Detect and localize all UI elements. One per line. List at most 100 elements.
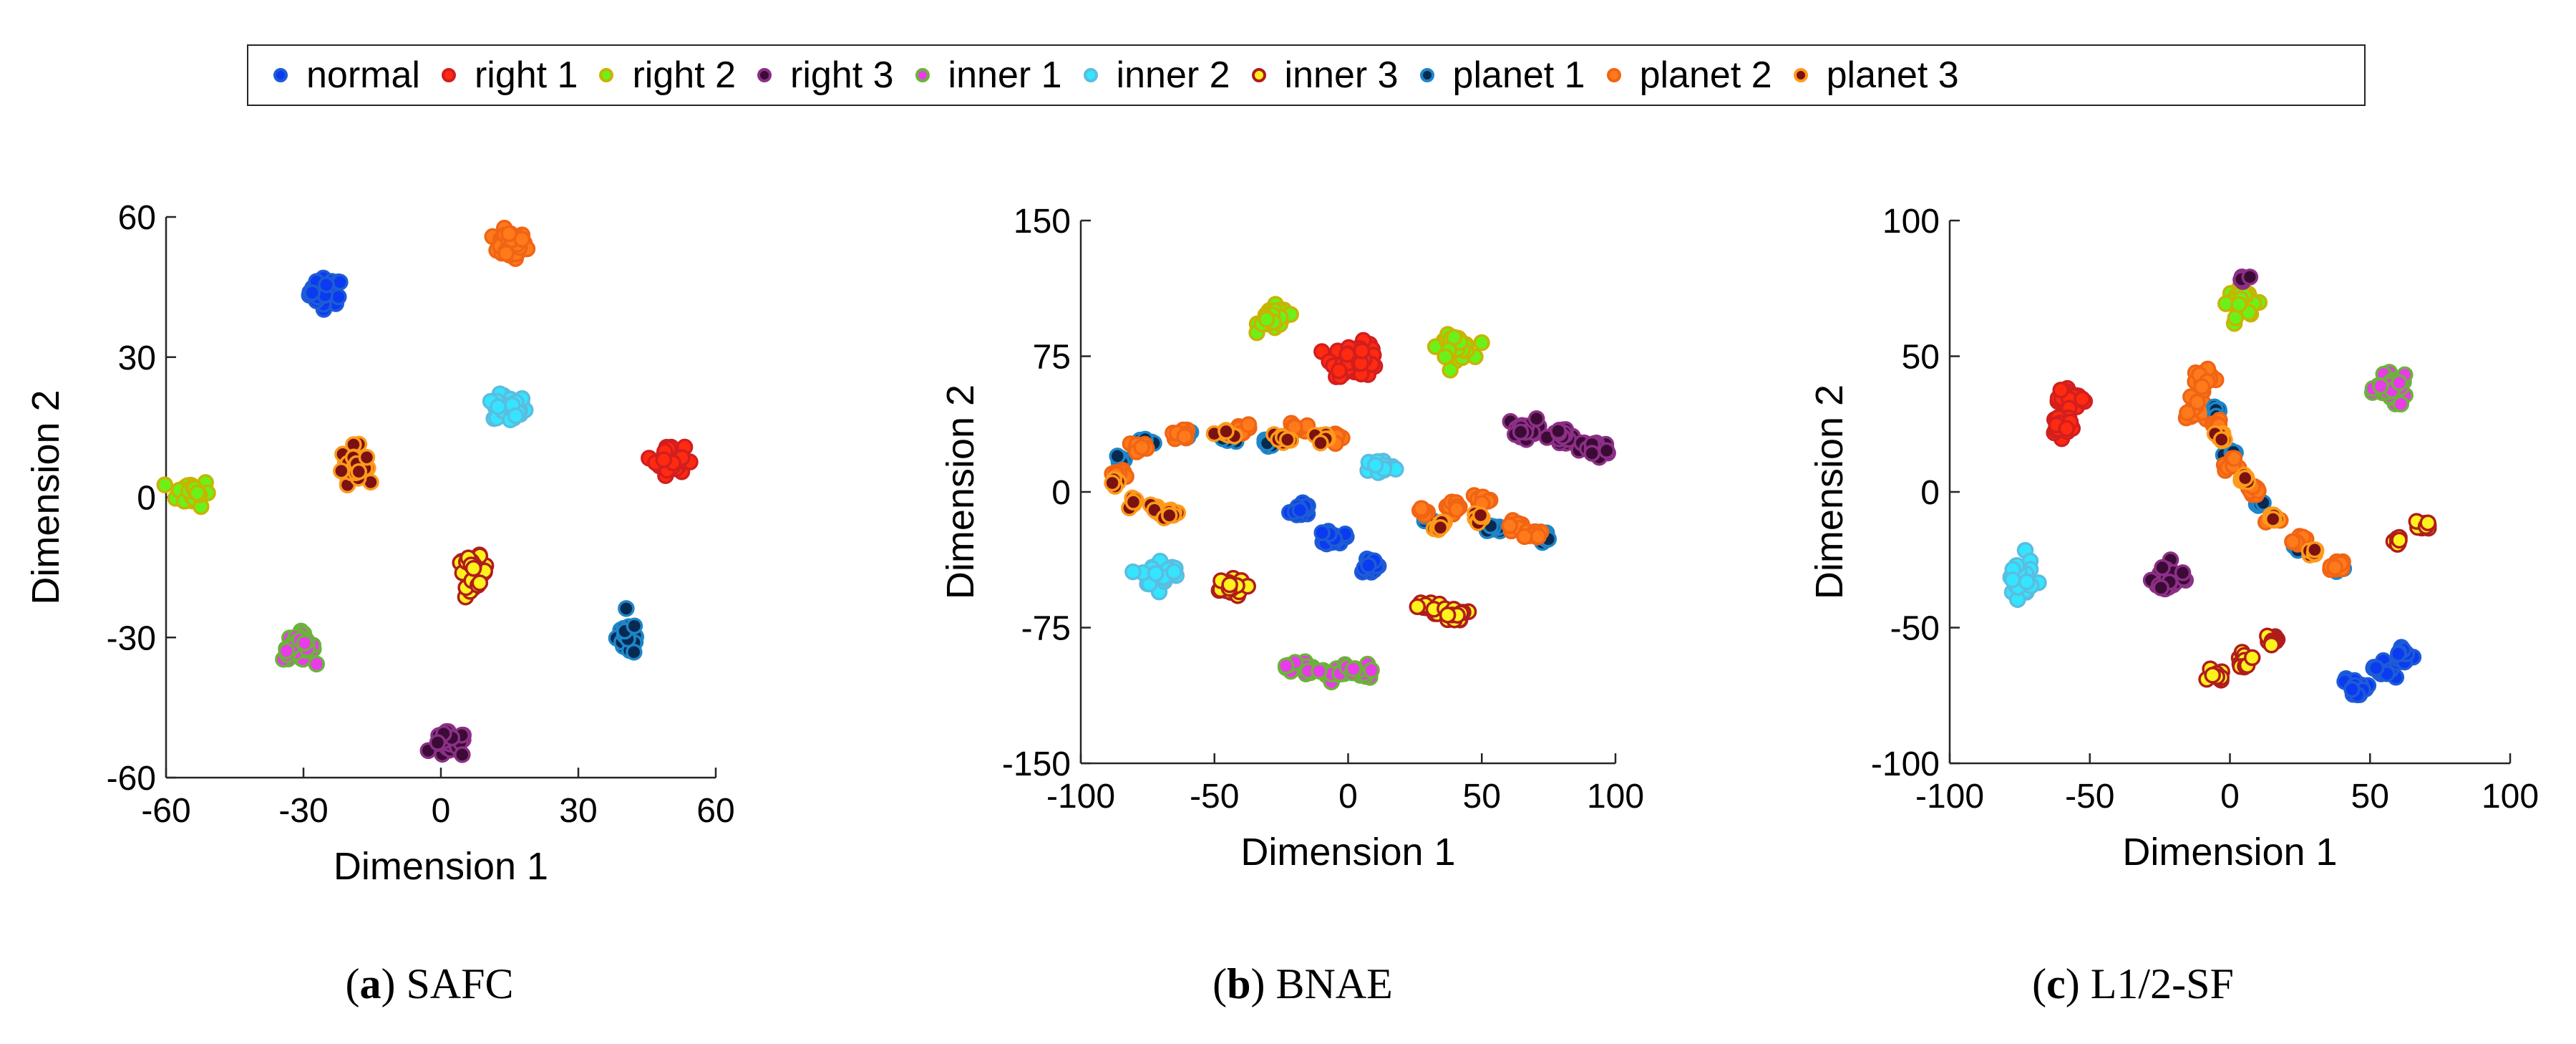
data-point: [2174, 564, 2192, 581]
cluster-planet-2: [1104, 415, 1550, 546]
data-point: [465, 560, 482, 577]
data-point: [2392, 395, 2410, 413]
legend-marker-icon: [1083, 68, 1098, 82]
legend-marker-icon: [441, 68, 456, 82]
data-point: [500, 225, 517, 243]
data-point: [2326, 559, 2343, 576]
cluster-planet-3: [333, 435, 379, 494]
data-point: [2193, 378, 2211, 395]
data-point: [471, 574, 489, 591]
cluster-planet-1: [608, 600, 645, 661]
legend-item: normal: [273, 54, 420, 97]
legend-item: right 1: [441, 54, 578, 97]
data-point: [303, 284, 321, 301]
cluster-normal: [1281, 494, 1387, 581]
cluster-inner-2: [1124, 552, 1185, 601]
data-point: [618, 600, 635, 617]
y-tick-label: 0: [1051, 474, 1071, 512]
cluster-inner-3: [1210, 569, 1256, 604]
data-point: [1439, 606, 1457, 624]
y-tick-label: 0: [137, 480, 156, 518]
y-tick-label: 0: [1920, 474, 1940, 512]
caption-a: (a) SAFC: [345, 960, 514, 1007]
data-point: [2189, 393, 2206, 411]
data-point: [358, 448, 376, 466]
data-point: [1165, 563, 1182, 581]
chart-panel-a: -60 -30 0 30 60 -60 -30 0 30 60 Dimension 1 Dimensi…: [24, 199, 735, 888]
data-point: [1412, 500, 1430, 517]
x-tick-label: -100: [1046, 778, 1115, 816]
data-point: [2018, 573, 2036, 591]
legend-label: inner 2: [1116, 54, 1230, 96]
chart-panel-c: -100 -50 0 50 100 -100 -50 0 50 100 Dimension 1 Dim…: [1808, 203, 2539, 874]
x-tick-label: 50: [2351, 778, 2389, 816]
y-tick-label: 30: [118, 339, 156, 377]
legend-label: right 3: [790, 54, 894, 96]
cluster-right-2: [156, 474, 216, 516]
y-tick-label: -60: [107, 760, 156, 798]
x-tick-label: -100: [1915, 778, 1984, 816]
data-point: [1109, 448, 1126, 465]
data-point: [330, 288, 347, 306]
data-point: [2243, 649, 2261, 667]
cluster-inner-1: [275, 622, 325, 673]
data-point: [497, 245, 515, 262]
data-point: [1437, 348, 1454, 365]
data-point: [1311, 662, 1328, 680]
data-point: [1258, 311, 1275, 328]
cluster-planet-1: [2206, 398, 2353, 580]
legend-marker-icon: [915, 68, 930, 82]
data-point: [156, 476, 174, 493]
x-tick-label: 0: [2220, 778, 2240, 816]
data-point: [1445, 329, 1463, 346]
cluster-inner-2: [1359, 453, 1404, 481]
cluster-inner-3: [1409, 594, 1477, 629]
data-point: [2391, 531, 2408, 549]
data-point: [333, 462, 350, 480]
y-axis-label: Dimension 2: [24, 390, 67, 604]
data-point: [350, 463, 368, 480]
cluster-inner-1: [2363, 364, 2414, 413]
y-tick-label: 60: [118, 199, 156, 237]
data-point: [1291, 501, 1309, 519]
data-point: [2074, 390, 2091, 407]
data-point: [1345, 660, 1362, 677]
data-point: [2419, 514, 2436, 531]
data-point: [2372, 377, 2389, 395]
cluster-inner-1: [1277, 653, 1380, 691]
x-tick-label: 0: [432, 792, 451, 830]
data-point: [1313, 524, 1331, 541]
cluster-inner-2: [482, 385, 534, 429]
y-tick-label: 50: [1902, 339, 1940, 377]
cluster-planet-3: [2206, 425, 2325, 564]
legend-label: right 1: [474, 54, 578, 96]
data-point: [1409, 598, 1426, 616]
data-point: [1366, 457, 1384, 474]
legend-marker-icon: [1419, 68, 1434, 82]
data-point: [429, 734, 447, 751]
data-point: [2306, 541, 2323, 559]
data-point: [1279, 431, 1296, 448]
y-tick-label: -30: [107, 619, 156, 657]
data-point: [626, 617, 643, 634]
x-tick-label: 0: [1338, 778, 1358, 816]
data-point: [1360, 556, 1377, 574]
legend-item: inner 1: [915, 54, 1062, 97]
x-tick-label: 100: [1587, 778, 1644, 816]
cluster-right-1: [1313, 332, 1384, 385]
x-tick-label: 100: [2482, 778, 2539, 816]
cluster-inner-3: [452, 546, 495, 606]
cluster-inner-3: [2198, 627, 2286, 689]
legend-item: planet 1: [1419, 54, 1585, 97]
legend-item: right 2: [599, 54, 736, 97]
legend-label: inner 3: [1284, 54, 1399, 96]
data-point: [2367, 659, 2385, 677]
data-point: [1133, 438, 1151, 456]
data-point: [1277, 657, 1295, 675]
data-point: [1104, 474, 1121, 492]
x-axis-label: Dimension 1: [334, 845, 548, 888]
data-point: [1217, 422, 1235, 440]
data-point: [1530, 528, 1547, 545]
y-tick-label: 100: [1882, 203, 1940, 241]
